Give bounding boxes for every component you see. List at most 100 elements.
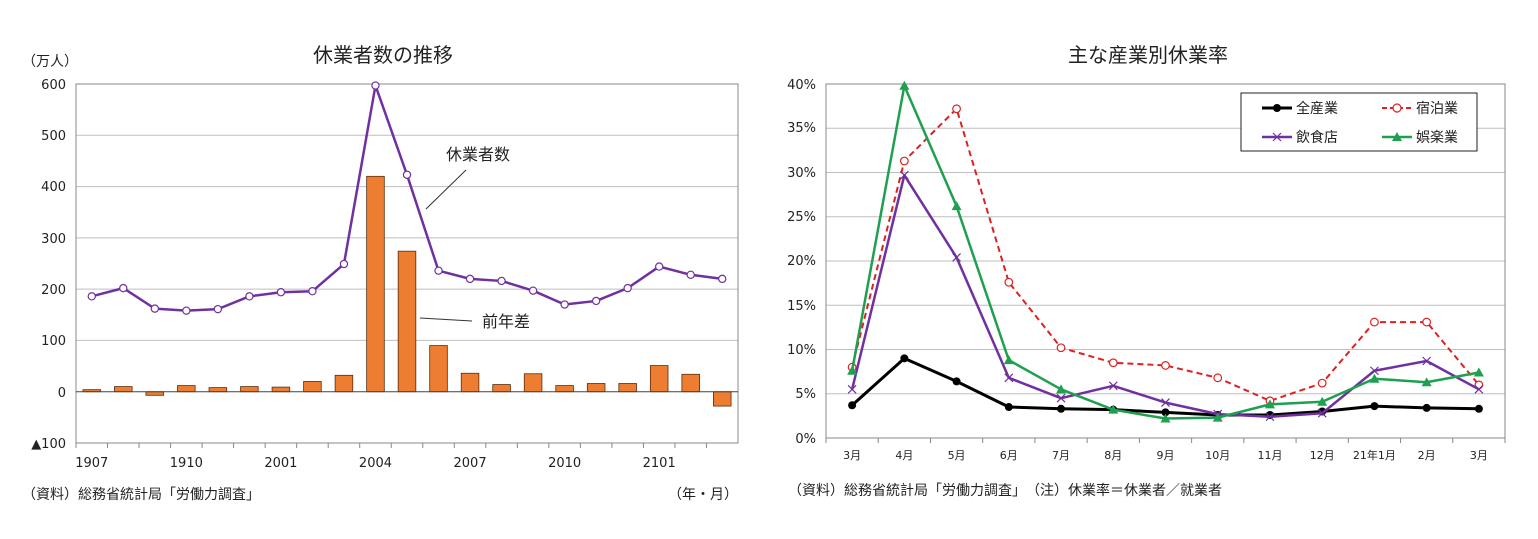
point-restaurants-6 <box>1161 398 1170 408</box>
right-x-tick-label: 5月 <box>948 449 966 462</box>
series-all-industries <box>848 354 1483 419</box>
legend-item-restaurants: 飲食店 <box>1262 129 1338 146</box>
bar-callout-leader <box>419 317 473 322</box>
point-entertainment-10 <box>1369 373 1380 383</box>
series-restaurants <box>847 170 1484 422</box>
line-point-2012 <box>623 283 632 293</box>
point-all-industries-10 <box>1370 402 1379 411</box>
line-point-1908 <box>119 283 128 293</box>
point-restaurants-3 <box>1004 373 1014 383</box>
line-point-1911 <box>213 304 223 314</box>
right-x-tick-label: 6月 <box>1000 449 1018 462</box>
right-x-tick-label: 2月 <box>1418 449 1436 462</box>
point-all-industries-0 <box>848 401 857 410</box>
bar-2010 <box>555 385 574 393</box>
bar-2004 <box>366 175 385 393</box>
point-entertainment-3 <box>1003 355 1014 365</box>
point-entertainment-11 <box>1421 377 1432 387</box>
legend-item-accommodation: 宿泊業 <box>1382 100 1458 117</box>
right-y-tick: 25% <box>787 210 816 225</box>
right-y-tick: 15% <box>787 299 816 314</box>
point-restaurants-2 <box>952 253 962 262</box>
bar-2008 <box>492 384 511 393</box>
left-y-tick: 200 <box>41 283 66 298</box>
legend-marker <box>1392 132 1402 141</box>
left-y-tick: 300 <box>41 232 66 247</box>
bar-1908 <box>114 386 133 393</box>
line-point-2101 <box>654 262 664 271</box>
bar-1909 <box>145 391 165 396</box>
left-x-axis: 1907 1910 2001 2004 2007 2010 2101 <box>75 443 707 471</box>
line-point-2006 <box>434 266 443 275</box>
bar-2006 <box>429 345 448 393</box>
point-restaurants-10 <box>1369 366 1379 376</box>
right-x-tick-label: 8月 <box>1104 449 1122 462</box>
left-line-series <box>87 81 727 315</box>
left-y-tick: 500 <box>41 129 66 144</box>
point-entertainment-12 <box>1473 367 1484 377</box>
legend-item-all-industries: 全産業 <box>1262 100 1338 117</box>
right-x-tick-label: 9月 <box>1157 449 1175 462</box>
left-x-tick-label: 1907 <box>75 456 108 471</box>
line-point-2005 <box>402 170 412 179</box>
line-point-2002 <box>308 286 317 296</box>
bar-series-label: 前年差 <box>482 312 530 331</box>
point-all-industries-2 <box>952 377 961 386</box>
right-x-tick-label: 11月 <box>1257 449 1282 462</box>
right-x-tick-label: 7月 <box>1052 449 1070 462</box>
point-accommodation-5 <box>1108 358 1118 368</box>
line-point-1912 <box>245 292 254 301</box>
line-point-2008 <box>497 276 506 286</box>
right-x-tick-label: 12月 <box>1310 449 1335 462</box>
point-restaurants-0 <box>847 384 857 394</box>
point-entertainment-5 <box>1108 404 1119 414</box>
left-x-tick-label: 2001 <box>264 456 297 471</box>
right-y-tick: 20% <box>787 254 816 269</box>
point-accommodation-9 <box>1317 378 1327 388</box>
bar-2011 <box>586 383 606 393</box>
line-point-2001 <box>276 288 286 297</box>
right-x-tick-label: 3月 <box>1470 449 1488 462</box>
line-point-2007 <box>465 274 475 284</box>
left-x-unit: （年・月） <box>668 487 738 503</box>
left-y-tick: 0 <box>58 386 66 401</box>
line-point-2009 <box>528 286 538 295</box>
bar-1912 <box>240 386 259 393</box>
left-y-tick: 400 <box>41 180 66 195</box>
right-chart-title: 主な産業別休業率 <box>1068 43 1228 67</box>
point-entertainment-0 <box>847 365 858 375</box>
left-x-tick-label: 2010 <box>548 456 581 471</box>
bar-1911 <box>208 387 228 393</box>
left-bar-series <box>82 175 732 407</box>
point-restaurants-4 <box>1056 393 1066 403</box>
legend-label: 宿泊業 <box>1416 100 1458 117</box>
legend-marker <box>1392 103 1402 113</box>
legend-marker <box>1273 104 1281 112</box>
right-x-tick-label: 21年1月 <box>1353 448 1396 462</box>
point-restaurants-11 <box>1422 356 1432 366</box>
left-x-tick-label: 2101 <box>643 456 676 471</box>
bar-2009 <box>523 373 543 393</box>
bar-2012 <box>618 383 637 393</box>
right-y-tick: 0% <box>795 432 816 447</box>
point-entertainment-9 <box>1317 396 1328 406</box>
right-y-tick: 35% <box>787 121 816 136</box>
line-callout-leader <box>425 169 467 210</box>
right-x-axis: 3月 4月 5月 6月 7月 8月 9月 10月 11月 12月 21年1月 2月 3月 <box>825 438 1506 462</box>
point-accommodation-11 <box>1422 317 1432 327</box>
line-point-2010 <box>560 300 569 309</box>
series-line-accommodation <box>851 107 1480 402</box>
bar-1910 <box>177 385 196 393</box>
left-y-tick: 600 <box>41 78 66 93</box>
left-x-tick-label: 2007 <box>454 456 487 471</box>
point-entertainment-1 <box>899 80 910 90</box>
line-point-2102 <box>686 270 695 279</box>
point-entertainment-4 <box>1056 384 1067 394</box>
right-legend: 全産業 宿泊業 飲食店 娯楽業 <box>1240 92 1478 152</box>
point-restaurants-9 <box>1317 408 1327 418</box>
bar-2003 <box>334 374 354 393</box>
point-entertainment-8 <box>1264 399 1275 409</box>
point-restaurants-12 <box>1474 384 1484 394</box>
legend-item-entertainment: 娯楽業 <box>1382 130 1458 146</box>
